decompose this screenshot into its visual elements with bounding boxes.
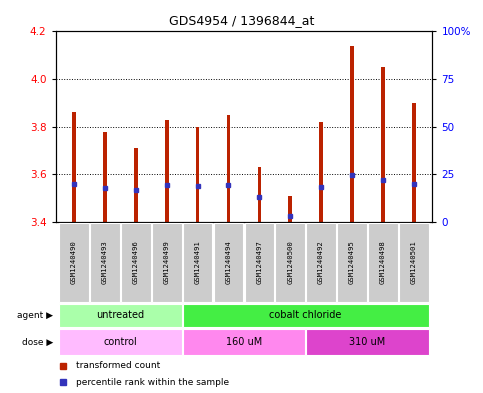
Bar <box>368 223 398 302</box>
Bar <box>165 119 169 222</box>
Bar <box>337 223 367 302</box>
Bar <box>103 132 107 222</box>
Text: GSM1240495: GSM1240495 <box>349 241 355 284</box>
Bar <box>183 223 213 302</box>
Bar <box>381 67 385 222</box>
Text: control: control <box>103 337 137 347</box>
Bar <box>121 223 151 302</box>
Text: GSM1240499: GSM1240499 <box>164 241 170 284</box>
Bar <box>275 223 305 302</box>
Text: 160 uM: 160 uM <box>226 337 262 347</box>
Text: GSM1240490: GSM1240490 <box>71 241 77 284</box>
Bar <box>306 329 428 354</box>
Bar <box>350 46 354 222</box>
Bar <box>306 223 336 302</box>
Text: GSM1240500: GSM1240500 <box>287 241 293 284</box>
Bar <box>399 223 428 302</box>
Bar <box>90 223 120 302</box>
Text: GSM1240494: GSM1240494 <box>226 241 231 284</box>
Text: cobalt chloride: cobalt chloride <box>270 310 342 320</box>
Bar <box>196 127 199 222</box>
Text: percentile rank within the sample: percentile rank within the sample <box>76 378 229 387</box>
Text: GSM1240498: GSM1240498 <box>380 241 386 284</box>
Text: GSM1240497: GSM1240497 <box>256 241 262 284</box>
Text: dose ▶: dose ▶ <box>22 338 53 346</box>
Text: GDS4954 / 1396844_at: GDS4954 / 1396844_at <box>169 14 314 27</box>
Text: GSM1240493: GSM1240493 <box>102 241 108 284</box>
Text: GSM1240501: GSM1240501 <box>411 241 417 284</box>
Bar <box>257 167 261 222</box>
Bar <box>59 304 182 327</box>
Text: agent ▶: agent ▶ <box>17 311 53 320</box>
Bar <box>134 148 138 222</box>
Bar <box>152 223 182 302</box>
Bar <box>288 196 292 222</box>
Bar <box>183 329 305 354</box>
Bar <box>244 223 274 302</box>
Text: GSM1240496: GSM1240496 <box>133 241 139 284</box>
Bar <box>213 223 243 302</box>
Text: transformed count: transformed count <box>76 361 160 370</box>
Bar <box>319 122 323 222</box>
Bar <box>412 103 415 222</box>
Bar <box>183 304 428 327</box>
Text: GSM1240491: GSM1240491 <box>195 241 200 284</box>
Text: untreated: untreated <box>96 310 144 320</box>
Bar <box>72 112 76 222</box>
Bar <box>59 223 89 302</box>
Bar <box>227 115 230 222</box>
Text: 310 uM: 310 uM <box>349 337 385 347</box>
Bar <box>59 329 182 354</box>
Text: GSM1240492: GSM1240492 <box>318 241 324 284</box>
